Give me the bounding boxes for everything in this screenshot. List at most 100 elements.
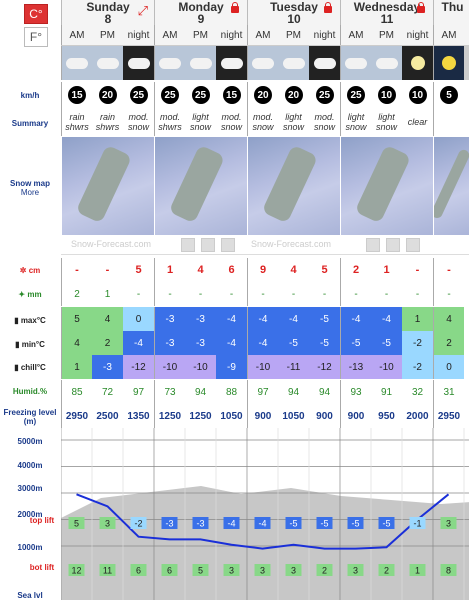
chill-temp-row: 1 -3 -12 -10 -10 -9 -10 -11 -12 -13 -10 -2 0	[61, 355, 469, 379]
wind-cell: 25	[123, 82, 154, 108]
day-header-monday[interactable]: Monday 9	[154, 0, 247, 25]
rain-row-cell: -	[322, 288, 327, 300]
snow-label: ✲ cm	[19, 266, 41, 275]
watermark-text: Snow-Forecast.com	[71, 239, 152, 249]
day-header-wednesday[interactable]: Wednesday 11	[340, 0, 433, 25]
unit-celsius-button[interactable]: C°	[24, 4, 48, 24]
wind-direction-icon: 15	[68, 86, 86, 104]
lock-icon[interactable]	[231, 2, 239, 13]
map-control-icon[interactable]	[386, 238, 400, 252]
bot-lift-temp: 12	[71, 566, 81, 576]
day-header-sunday[interactable]: Sunday 8 ⤢	[61, 0, 154, 25]
bot-lift-temp-box	[440, 564, 457, 576]
top-lift-temp: -5	[351, 519, 359, 529]
period-header-cell: night	[313, 29, 336, 41]
wind-cell: 15	[216, 82, 247, 108]
bot-lift-temp: 2	[322, 566, 327, 576]
top-lift-temp: -1	[413, 519, 421, 529]
wind-label: km/h	[20, 91, 40, 100]
top-lift-temp: -5	[320, 519, 328, 529]
top-lift-temp-box	[378, 517, 395, 529]
bot-lift-temp: 3	[260, 566, 265, 576]
day-header-tuesday[interactable]: Tuesday 10	[247, 0, 340, 25]
freezing-level-row-cell: 2500	[96, 410, 119, 422]
max-temp-row: 5 4 0 -3 -3 -4 -4 -4 -5 -4 -4 1 4	[61, 307, 469, 331]
freezing-level-row-cell: 1250	[189, 410, 212, 422]
min-temp-row-cell: -5	[278, 331, 309, 355]
top-lift-temp: -2	[134, 519, 142, 529]
snow-row-cell: 1	[383, 263, 390, 276]
snow-map-image[interactable]	[61, 137, 154, 235]
day-name: Monday	[178, 0, 224, 14]
map-control-icon[interactable]	[366, 238, 380, 252]
max-temp-row-cell: -4	[247, 307, 278, 331]
rain-row-cell: -	[136, 288, 141, 300]
freezing-level-line	[76, 493, 450, 550]
top-lift-temp-box	[409, 517, 426, 529]
map-control-icon[interactable]	[406, 238, 420, 252]
lock-icon[interactable]	[324, 2, 332, 13]
weather-icons-row	[61, 46, 469, 80]
snow-map-image[interactable]	[433, 137, 469, 235]
top-lift-temp-box	[254, 517, 271, 529]
top-lift-label: top lift	[29, 516, 55, 525]
bot-lift-temp-box	[99, 564, 116, 576]
max-temp-row-cell: -4	[340, 307, 371, 331]
period-header-cell: PM	[193, 29, 208, 41]
map-control-icon[interactable]	[201, 238, 215, 252]
thermometer-icon: ▮	[15, 340, 22, 349]
min-temp-row-cell: -2	[402, 331, 433, 355]
humidity-row-cell: 32	[411, 386, 424, 398]
chill-temp-row-cell: 1	[61, 355, 92, 379]
period-header-cell: night	[406, 29, 429, 41]
freezing-level-row-cell: 900	[247, 404, 278, 428]
summary-row-cell: rain shwrs	[95, 112, 120, 132]
alt-3000-label: 3000m	[17, 484, 43, 493]
freezing-level-row-cell: 1350	[127, 410, 150, 422]
snow-map-image[interactable]	[154, 137, 247, 235]
humidity-row-cell: 97	[132, 386, 145, 398]
map-control-icon[interactable]	[181, 238, 195, 252]
rain-row-cell: -	[291, 288, 296, 300]
bot-lift-temp-box	[409, 564, 426, 576]
top-lift-temp: 5	[74, 519, 79, 529]
day-header-thursday[interactable]: Thu	[433, 0, 469, 25]
max-temp-row-cell: -5	[309, 307, 340, 331]
snow-map-row[interactable]	[61, 137, 469, 235]
snow-map-image[interactable]	[340, 137, 433, 235]
wind-cell: 5	[433, 82, 464, 108]
period-header-cell: AM	[247, 25, 278, 45]
bot-lift-temp-box	[316, 564, 333, 576]
wind-direction-icon: 20	[98, 86, 117, 104]
freezing-level-row-cell: 950	[378, 410, 395, 422]
map-control-icon[interactable]	[221, 238, 235, 252]
summary-row-cell: rain shwrs	[61, 108, 92, 136]
snow-map-land	[354, 144, 411, 223]
max-temp-row-cell: 5	[61, 307, 92, 331]
snow-map-image[interactable]	[247, 137, 340, 235]
cloud-snow-icon	[278, 46, 309, 80]
snow-row-cell: 1	[154, 258, 185, 282]
summary-row-cell: light snow	[340, 108, 371, 136]
unit-fahrenheit-button[interactable]: F°	[24, 27, 48, 47]
max-temp-row-cell: -4	[216, 307, 247, 331]
max-temp-row-cell: -3	[185, 307, 216, 331]
lock-icon[interactable]	[417, 2, 425, 13]
wind-direction-icon: 25	[191, 86, 210, 104]
wind-direction-icon: 25	[129, 86, 148, 104]
min-temp-label: ▮ min°C	[15, 340, 45, 349]
rain-row-cell: -	[384, 288, 389, 300]
period-header-cell: PM	[100, 29, 115, 41]
moon-clear-icon	[402, 46, 433, 80]
chill-temp-row-cell: -10	[247, 355, 278, 379]
snowmap-more-link[interactable]: More	[20, 188, 40, 197]
summary-row-cell: light snow	[375, 112, 397, 132]
summary-label: Summary	[11, 119, 49, 128]
wind-cell: 25	[154, 82, 185, 108]
top-lift-temp: -4	[258, 519, 266, 529]
humidity-row-cell: 94	[194, 386, 207, 398]
humidity-row-cell: 88	[225, 386, 238, 398]
max-temp-label: ▮ max°C	[14, 316, 46, 325]
expand-icon[interactable]: ⤢	[137, 3, 148, 18]
min-temp-row-cell: 2	[433, 331, 464, 355]
